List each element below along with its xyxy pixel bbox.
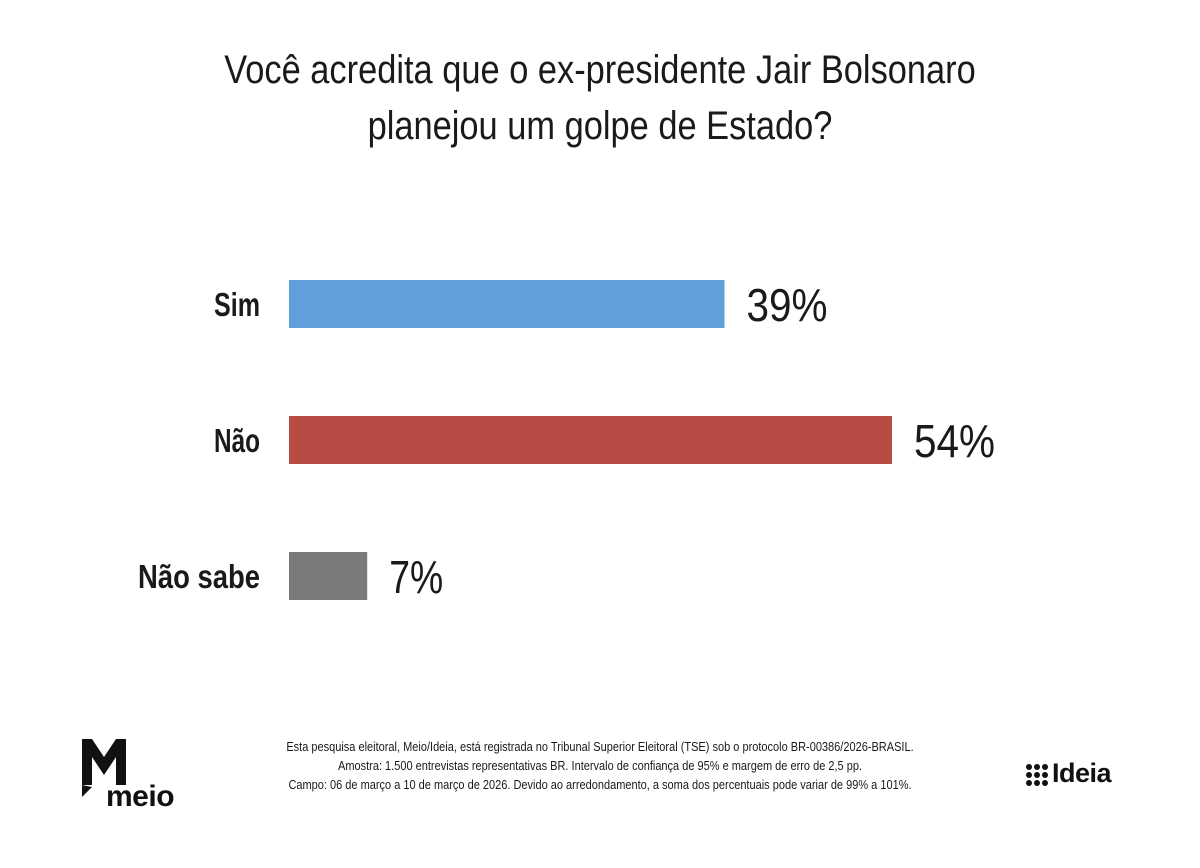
survey-footnote: Esta pesquisa eleitoral, Meio/Ideia, est… — [274, 738, 925, 795]
category-label-nao-sabe: Não sabe — [138, 558, 260, 595]
ideia-logo-icon — [1026, 764, 1048, 786]
bar-nao — [289, 416, 892, 464]
bar-sim — [289, 280, 725, 328]
chart-title-line-1: Você acredita que o ex-presidente Jair B… — [224, 48, 976, 92]
meio-logo-text: meio — [106, 780, 175, 813]
value-label-nao: 54% — [914, 415, 995, 467]
ideia-logo-text: Ideia — [1052, 758, 1112, 788]
footnote-line-2: Amostra: 1.500 entrevistas representativ… — [337, 759, 863, 773]
value-label-sim: 39% — [747, 279, 828, 331]
category-label-nao: Não — [214, 422, 260, 459]
value-label-nao-sabe: 7% — [389, 551, 443, 603]
footnote-line-1: Esta pesquisa eleitoral, Meio/Ideia, est… — [286, 740, 914, 754]
bar-nao-sabe — [289, 552, 368, 600]
chart-title-line-2: planejou um golpe de Estado? — [367, 104, 833, 148]
footnote-line-3: Campo: 06 de março a 10 de março de 2026… — [288, 778, 912, 792]
chart-title: Você acredita que o ex-presidente Jair B… — [84, 42, 1116, 154]
category-label-sim: Sim — [214, 286, 260, 323]
meio-logo-icon — [82, 739, 126, 797]
